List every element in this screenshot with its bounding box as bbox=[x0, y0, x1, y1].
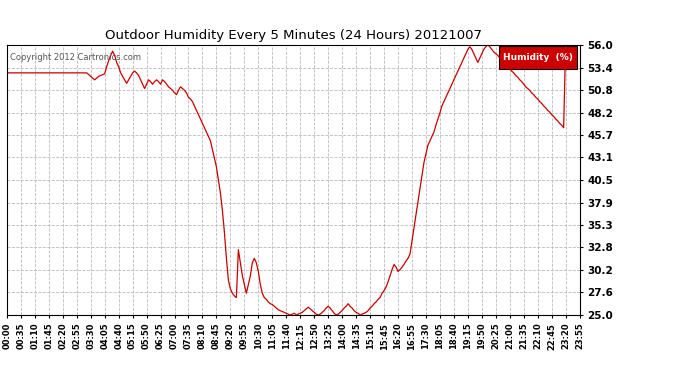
Text: Humidity  (%): Humidity (%) bbox=[504, 53, 573, 62]
FancyBboxPatch shape bbox=[500, 46, 577, 69]
Text: Copyright 2012 Cartronics.com: Copyright 2012 Cartronics.com bbox=[10, 53, 141, 62]
Title: Outdoor Humidity Every 5 Minutes (24 Hours) 20121007: Outdoor Humidity Every 5 Minutes (24 Hou… bbox=[105, 30, 482, 42]
